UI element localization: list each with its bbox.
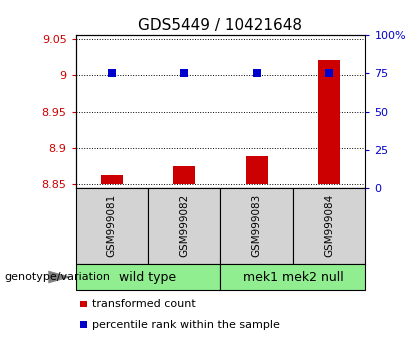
Text: GSM999084: GSM999084 <box>324 194 334 257</box>
Point <box>326 71 333 76</box>
Text: wild type: wild type <box>119 270 177 284</box>
Point <box>108 71 115 76</box>
Title: GDS5449 / 10421648: GDS5449 / 10421648 <box>139 18 302 33</box>
Text: GSM999083: GSM999083 <box>252 194 262 257</box>
Bar <box>246 156 268 184</box>
Text: mek1 mek2 null: mek1 mek2 null <box>243 270 343 284</box>
Point <box>181 71 188 76</box>
Bar <box>101 175 123 184</box>
Point <box>253 71 260 76</box>
Text: genotype/variation: genotype/variation <box>4 272 110 282</box>
Text: GSM999081: GSM999081 <box>107 194 117 257</box>
Text: transformed count: transformed count <box>92 299 195 309</box>
Text: percentile rank within the sample: percentile rank within the sample <box>92 320 279 330</box>
Text: GSM999082: GSM999082 <box>179 194 189 257</box>
Bar <box>318 60 340 184</box>
Bar <box>173 166 195 184</box>
